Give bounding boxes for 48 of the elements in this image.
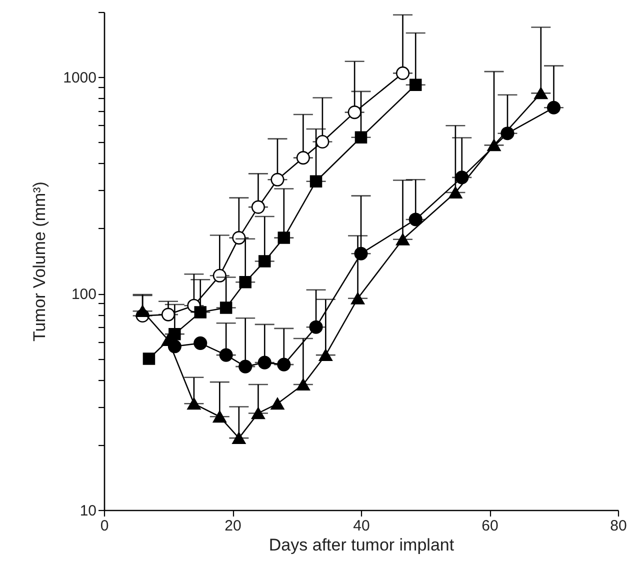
point <box>296 378 310 390</box>
point <box>309 320 323 334</box>
point <box>348 106 362 120</box>
point <box>251 407 265 420</box>
point <box>161 308 176 322</box>
point <box>220 302 232 314</box>
x-axis-title: Days after tumor implant <box>268 536 454 554</box>
point <box>396 233 410 246</box>
y-axis-title: Tumor Volume (mm³) <box>30 182 50 342</box>
point <box>258 356 272 370</box>
point <box>219 348 233 362</box>
y-tick-label: 100 <box>71 286 96 304</box>
x-tick-label: 40 <box>353 518 370 534</box>
point <box>194 336 208 350</box>
point <box>409 78 422 92</box>
point <box>232 432 246 444</box>
point <box>251 200 265 214</box>
x-tick-label: 20 <box>224 518 242 534</box>
y-tick-label: 10 <box>80 502 96 520</box>
x-tick-label: 80 <box>610 518 627 534</box>
x-tick-label: 60 <box>482 518 498 534</box>
point <box>408 212 422 226</box>
point <box>396 66 410 80</box>
point <box>546 100 561 114</box>
point <box>354 131 368 144</box>
x-tick-label: 0 <box>100 518 109 534</box>
point <box>142 352 156 365</box>
point <box>212 410 226 423</box>
point <box>351 292 365 304</box>
point <box>277 358 291 372</box>
point <box>258 255 271 268</box>
point <box>168 328 181 340</box>
point <box>318 349 332 361</box>
point <box>310 175 322 188</box>
point <box>270 398 284 410</box>
point <box>187 398 201 410</box>
point <box>239 276 252 288</box>
point <box>278 232 290 244</box>
point <box>136 305 150 318</box>
point <box>238 360 252 374</box>
point <box>270 172 284 186</box>
point <box>487 139 501 152</box>
point <box>296 151 310 165</box>
point <box>534 87 548 100</box>
point <box>194 306 206 318</box>
y-tick-label: 1000 <box>63 70 96 87</box>
point <box>448 186 462 198</box>
point <box>316 134 330 148</box>
